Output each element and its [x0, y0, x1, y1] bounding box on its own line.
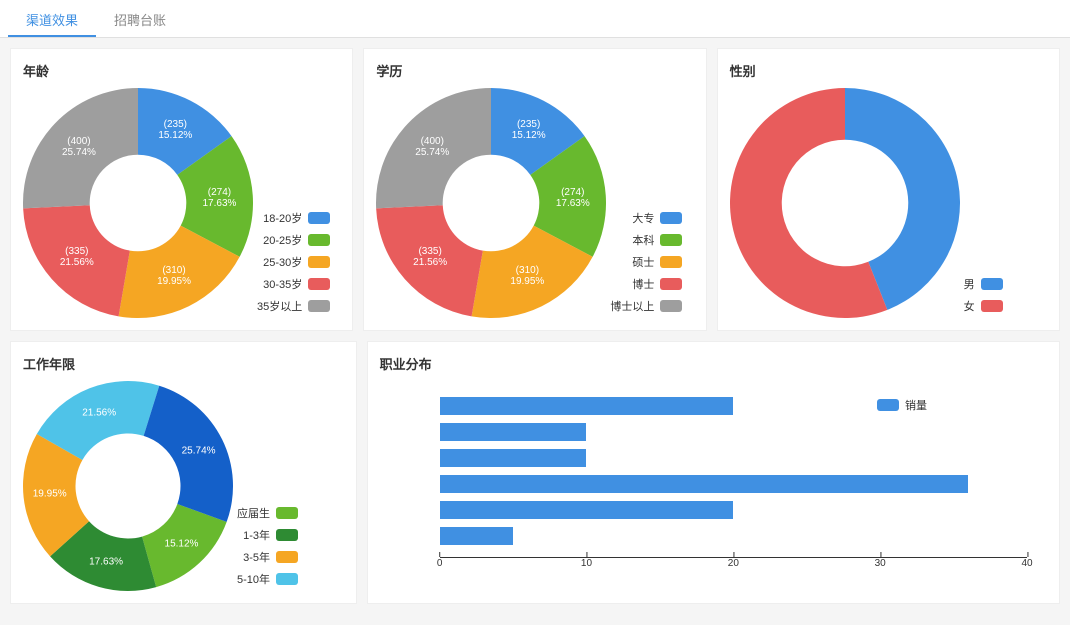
- legend-item: 5-10年: [237, 571, 298, 587]
- slice-label: (335)21.56%: [413, 246, 447, 268]
- legend-label: 30-35岁: [263, 276, 302, 292]
- legend-swatch: [276, 507, 298, 519]
- legend-swatch: [660, 212, 682, 224]
- legend-item: 应届生: [237, 505, 298, 521]
- legend-swatch: [981, 300, 1003, 312]
- legend-item: 30-35岁: [257, 276, 330, 292]
- legend-swatch: [660, 300, 682, 312]
- hbar-tick: 10: [581, 554, 592, 565]
- card-gender: 性别 男女: [717, 48, 1060, 331]
- legend-item: 博士以上: [610, 298, 682, 314]
- legend-label: 女: [964, 298, 975, 314]
- slice-label: (400)25.74%: [415, 136, 449, 158]
- legend-item: 25-30岁: [257, 254, 330, 270]
- legend-swatch: [660, 278, 682, 290]
- slice-label: (274)17.63%: [202, 187, 236, 209]
- tabs: 渠道效果 招聘台账: [0, 0, 1070, 38]
- hbar-plot: [440, 397, 1027, 557]
- card-title-age: 年龄: [23, 61, 340, 80]
- donut-gender: [730, 88, 960, 318]
- legend-item: 大专: [610, 210, 682, 226]
- hbar-tick: 30: [875, 554, 886, 565]
- slice-label: 17.63%: [89, 556, 123, 567]
- legend-swatch: [308, 234, 330, 246]
- legend-label: 5-10年: [237, 571, 270, 587]
- hbar-bar: [440, 449, 587, 467]
- legend-swatch: [308, 256, 330, 268]
- slice-label: 21.56%: [82, 407, 116, 418]
- legend-swatch: [660, 256, 682, 268]
- slice-label: (235)15.12%: [158, 119, 192, 141]
- legend-swatch: [276, 551, 298, 563]
- donut-edu: (235)15.12% (274)17.63% (310)19.95% (335)21…: [376, 88, 606, 318]
- legend-swatch: [276, 529, 298, 541]
- card-title-gender: 性别: [730, 61, 1047, 80]
- hbar-bar: [440, 501, 734, 519]
- hbar-tick: 40: [1021, 554, 1032, 565]
- legend-label: 硕士: [632, 254, 654, 270]
- hbar-tick: 20: [728, 554, 739, 565]
- legend-label: 本科: [632, 232, 654, 248]
- slice-label: 25.74%: [182, 446, 216, 457]
- card-title-edu: 学历: [376, 61, 693, 80]
- legend-item: 博士: [610, 276, 682, 292]
- legend-gender: 男女: [964, 276, 1003, 318]
- card-title-job: 职业分布: [380, 354, 1047, 373]
- legend-label: 20-25岁: [263, 232, 302, 248]
- legend-label: 25-30岁: [263, 254, 302, 270]
- legend-item: 1-3年: [237, 527, 298, 543]
- slice-label: (335)21.56%: [60, 246, 94, 268]
- legend-edu: 大专本科硕士博士博士以上: [610, 210, 682, 318]
- tab-channel-effect[interactable]: 渠道效果: [8, 0, 96, 37]
- hbar-bar: [440, 423, 587, 441]
- legend-label: 3-5年: [243, 549, 270, 565]
- legend-label: 18-20岁: [263, 210, 302, 226]
- legend-swatch: [308, 300, 330, 312]
- legend-label: 大专: [632, 210, 654, 226]
- hbar-bar: [440, 527, 513, 545]
- legend-item: 硕士: [610, 254, 682, 270]
- card-years: 工作年限 15.12%17.63%19.95%21.56%25.74% 应届生1…: [10, 341, 357, 604]
- card-title-years: 工作年限: [23, 354, 344, 373]
- hbar-bar: [440, 475, 969, 493]
- legend-item: 20-25岁: [257, 232, 330, 248]
- legend-swatch: [308, 278, 330, 290]
- card-age: 年龄 (235)15.12% (274)17.63% (310)19.95% (335…: [10, 48, 353, 331]
- hbar-bar: [440, 397, 734, 415]
- legend-swatch: [981, 278, 1003, 290]
- legend-label: 博士: [632, 276, 654, 292]
- hbar-chart: 销量 010203040: [380, 397, 1047, 577]
- legend-item: 女: [964, 298, 1003, 314]
- slice-label: (274)17.63%: [556, 187, 590, 209]
- slice-label: (310)19.95%: [157, 265, 191, 287]
- legend-item: 18-20岁: [257, 210, 330, 226]
- legend-item: 男: [964, 276, 1003, 292]
- tab-recruitment-ledger[interactable]: 招聘台账: [96, 0, 184, 37]
- slice-label: 15.12%: [165, 538, 199, 549]
- legend-label: 1-3年: [243, 527, 270, 543]
- legend-swatch: [308, 212, 330, 224]
- legend-age: 18-20岁 20-25岁 25-30岁 30-35岁 35岁以上: [257, 210, 330, 318]
- legend-label: 博士以上: [610, 298, 654, 314]
- slice-label: 19.95%: [33, 489, 67, 500]
- donut-age: (235)15.12% (274)17.63% (310)19.95% (335)21…: [23, 88, 253, 318]
- legend-label: 男: [964, 276, 975, 292]
- legend-swatch: [660, 234, 682, 246]
- slice-label: (400)25.74%: [62, 136, 96, 158]
- legend-years: 应届生 1-3年 3-5年 5-10年: [237, 505, 298, 591]
- card-job: 职业分布 销量 010203040: [367, 341, 1060, 604]
- legend-item: 35岁以上: [257, 298, 330, 314]
- card-edu: 学历 (235)15.12% (274)17.63% (310)19.95% (335…: [363, 48, 706, 331]
- donut-years: 15.12% 17.63% 19.95% 21.56% 25.74%: [23, 381, 233, 591]
- slice-label: (310)19.95%: [510, 265, 544, 287]
- slice-label: (235)15.12%: [512, 119, 546, 141]
- legend-label: 应届生: [237, 505, 270, 521]
- legend-label: 35岁以上: [257, 298, 302, 314]
- legend-item: 本科: [610, 232, 682, 248]
- hbar-tick: 0: [437, 554, 443, 565]
- legend-swatch: [276, 573, 298, 585]
- legend-item: 3-5年: [237, 549, 298, 565]
- hbar-axis: 010203040: [440, 557, 1027, 577]
